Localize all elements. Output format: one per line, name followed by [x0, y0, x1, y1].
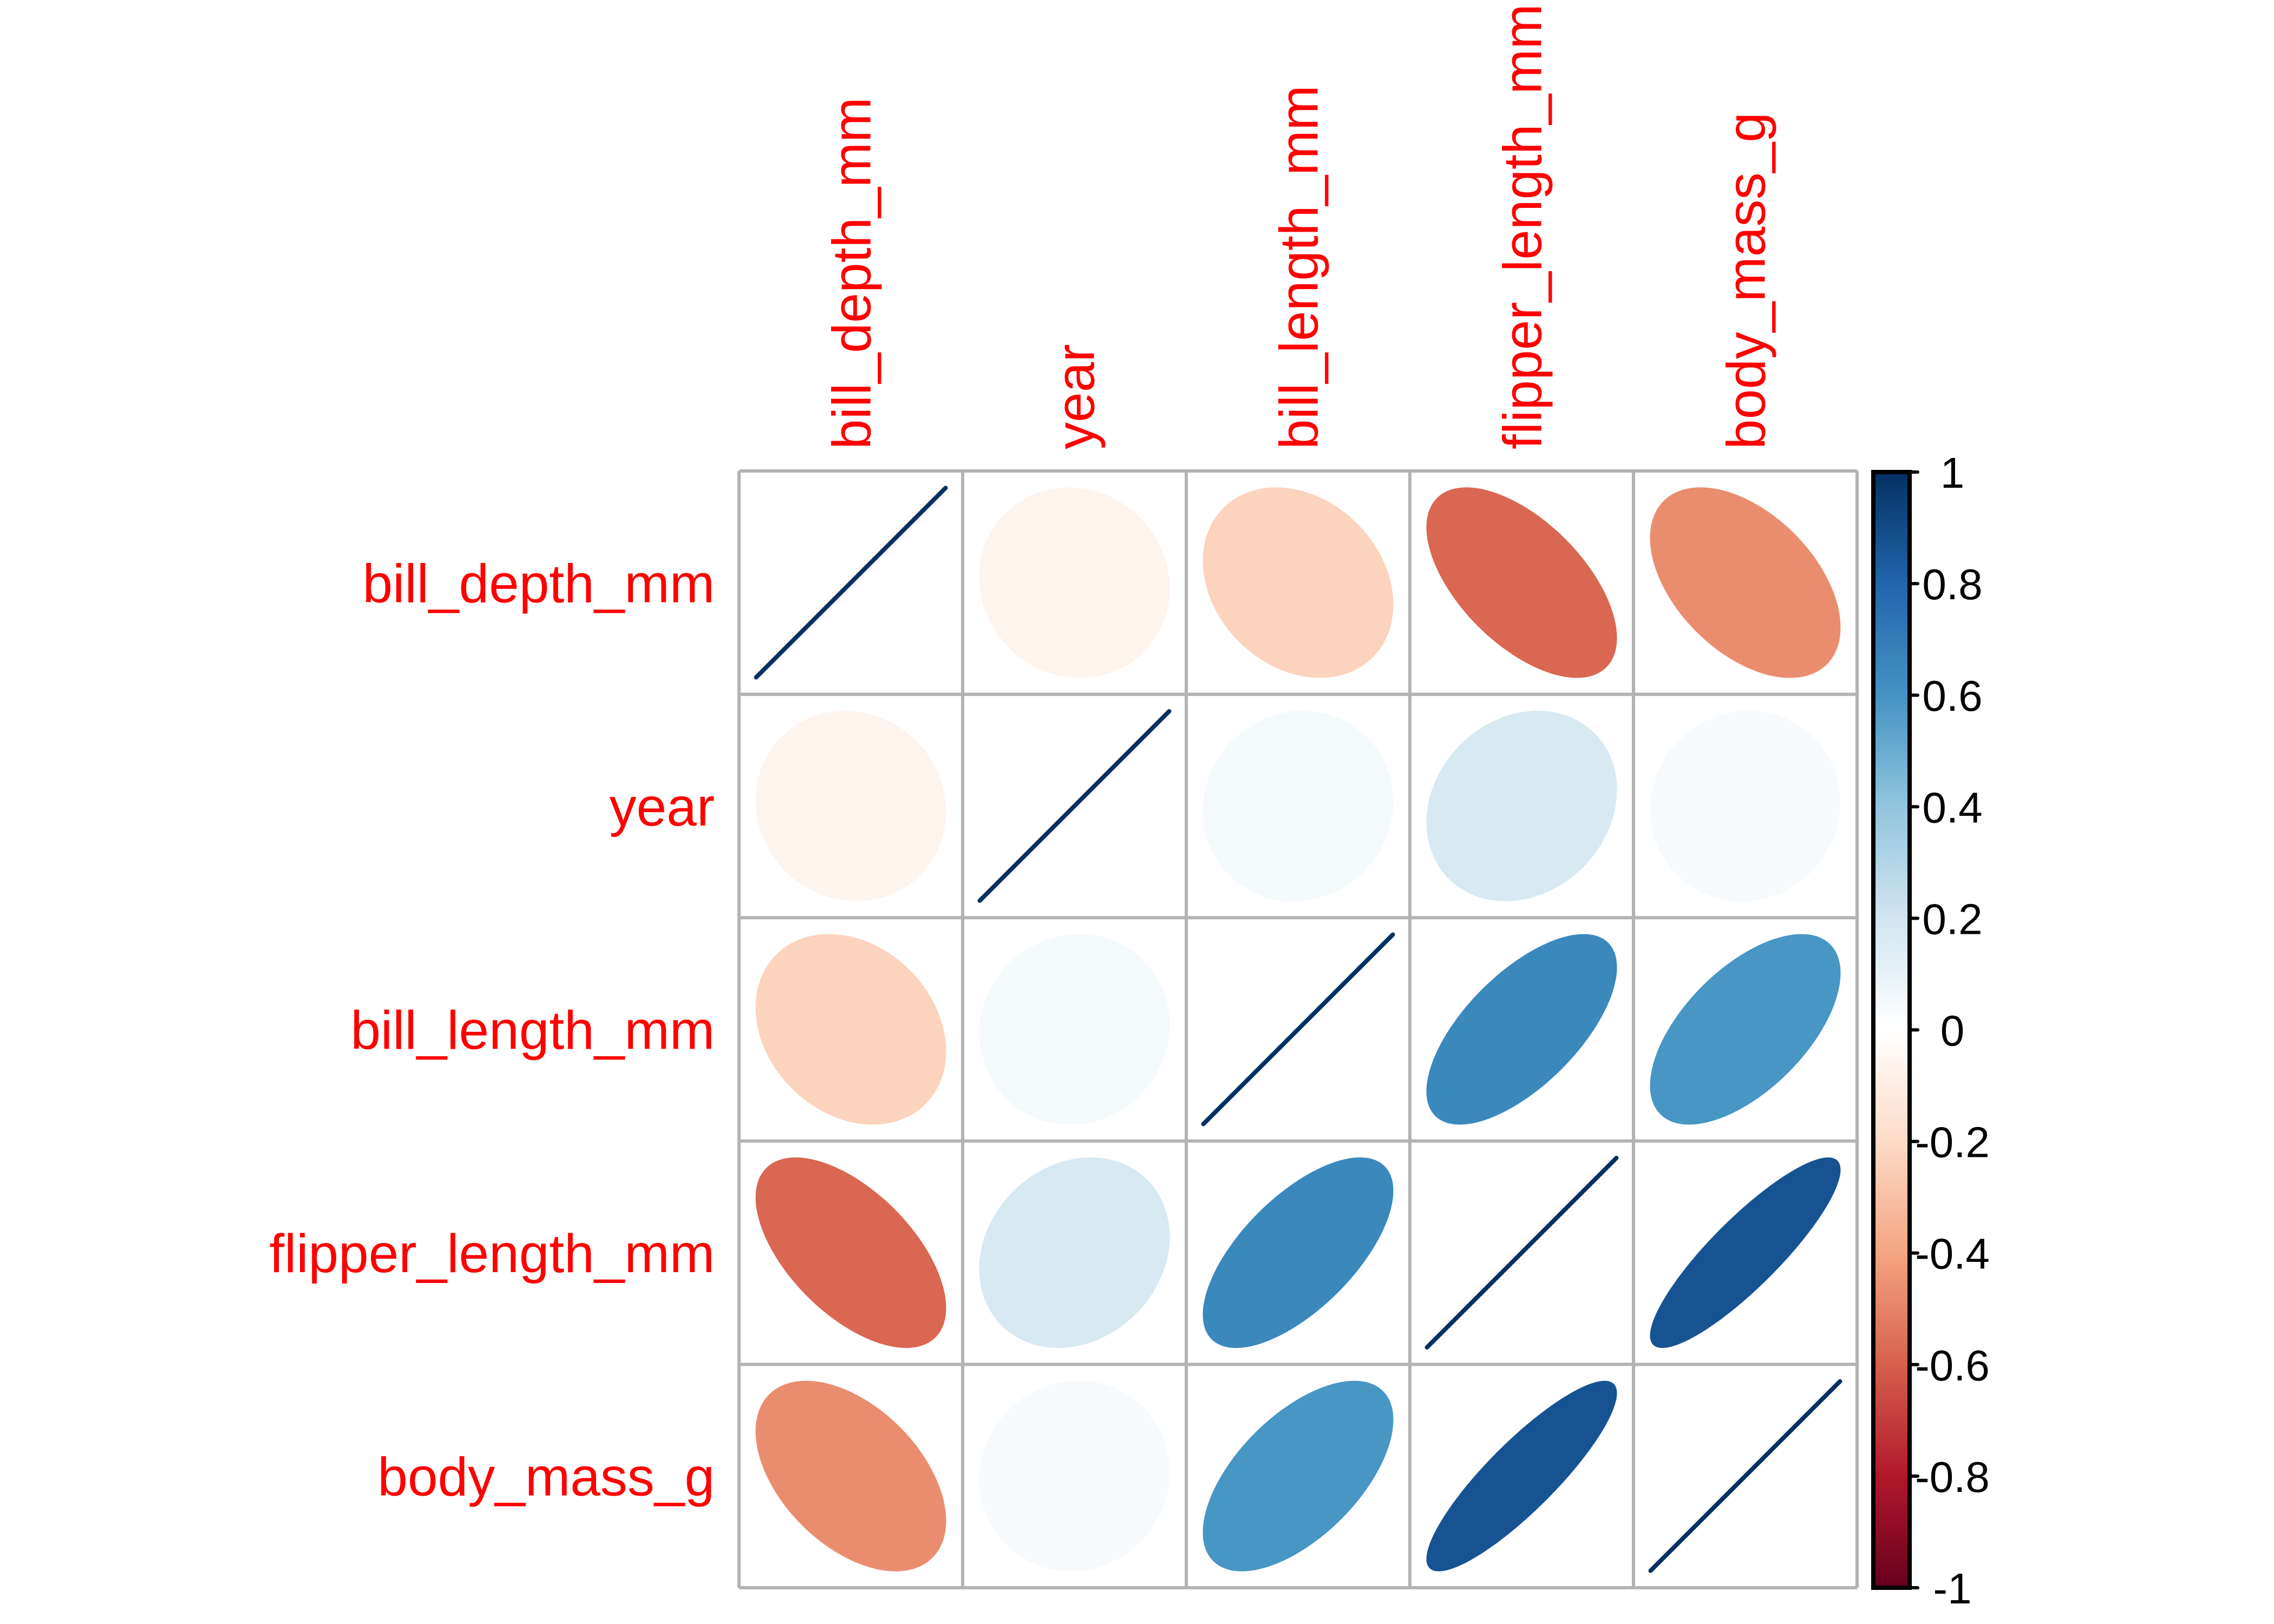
- correlation-cell: [754, 486, 948, 680]
- colorbar-tick-label: -1: [1933, 1564, 1971, 1613]
- correlation-ellipse: [1650, 934, 1841, 1125]
- correlation-cell: [1424, 1156, 1619, 1350]
- colorbar-tick-label: -0.4: [1915, 1230, 1990, 1278]
- correlation-ellipse: [1426, 1380, 1617, 1571]
- colorbar-tick-label: 0: [1940, 1007, 1965, 1055]
- colorbar-tick-label: -0.8: [1915, 1453, 1990, 1501]
- column-label: bill_depth_mm: [822, 97, 883, 449]
- correlation-ellipse: [755, 1380, 946, 1571]
- correlation-ellipse: [1650, 710, 1841, 901]
- colorbar-tick-label: 1: [1940, 449, 1965, 497]
- correlation-ellipse: [977, 709, 1172, 903]
- column-label: flipper_length_mm: [1493, 4, 1553, 449]
- correlation-ellipse: [1648, 1379, 1842, 1573]
- correlation-cell: [979, 487, 1170, 678]
- row-label: bill_length_mm: [350, 1000, 715, 1061]
- correlation-cell: [755, 1380, 946, 1571]
- correlation-ellipse: [979, 934, 1170, 1125]
- correlation-cell: [1426, 487, 1617, 678]
- correlation-cell: [1648, 1379, 1842, 1573]
- correlation-cell: [1201, 932, 1395, 1127]
- correlation-ellipse: [755, 710, 946, 901]
- correlation-cell: [755, 710, 946, 901]
- row-label: body_mass_g: [377, 1447, 715, 1508]
- colorbar-tick-label: 0.2: [1922, 895, 1982, 943]
- correlation-ellipse: [1650, 1157, 1841, 1348]
- correlation-ellipse: [1203, 711, 1394, 901]
- correlation-cell: [755, 1157, 946, 1348]
- correlation-cell: [1426, 1380, 1617, 1571]
- colorbar-tick-label: -0.2: [1915, 1118, 1990, 1167]
- row-label: flipper_length_mm: [269, 1223, 715, 1284]
- correlation-cell: [1650, 934, 1841, 1125]
- correlation-cell: [977, 709, 1172, 903]
- correlation-cell: [1426, 934, 1617, 1125]
- correlation-ellipse: [979, 1380, 1170, 1571]
- grid-lines: [737, 469, 1859, 1589]
- row-label: year: [609, 777, 715, 837]
- correlation-cell: [1650, 710, 1841, 901]
- correlation-ellipse: [1203, 487, 1394, 678]
- correlation-ellipse: [979, 1157, 1170, 1348]
- column-label: body_mass_g: [1716, 112, 1777, 449]
- correlation-cells: [754, 486, 1842, 1573]
- correlation-ellipse: [979, 487, 1170, 678]
- correlation-cell: [755, 934, 946, 1125]
- correlation-cell: [1203, 1157, 1394, 1348]
- correlation-cell: [979, 1157, 1170, 1348]
- correlation-ellipse: [1426, 934, 1617, 1125]
- correlation-cell: [979, 1380, 1170, 1571]
- correlation-cell: [1203, 1380, 1394, 1571]
- correlation-ellipse: [1203, 1157, 1394, 1348]
- colorbar-tick-label: 0.8: [1922, 560, 1982, 608]
- column-label: bill_length_mm: [1269, 85, 1330, 449]
- correlation-ellipse: [1426, 487, 1617, 678]
- correlation-ellipse: [1424, 1156, 1619, 1350]
- row-label: bill_depth_mm: [363, 553, 715, 614]
- colorbar-tick-label: 0.4: [1922, 783, 1982, 831]
- colorbar-gradient: [1871, 470, 1912, 1590]
- correlation-ellipse: [755, 1157, 946, 1348]
- correlation-cell: [1426, 710, 1617, 901]
- correlation-ellipse: [1426, 710, 1617, 901]
- colorbar-legend: 1 0.8 0.6 0.4 0.2 0 -0.2 -0.4 -0.6 -0.8 -1: [1871, 449, 1990, 1613]
- correlation-ellipse: [1201, 932, 1395, 1127]
- correlation-cell: [979, 934, 1170, 1125]
- correlation-cell: [1650, 487, 1841, 678]
- correlation-ellipse: [1203, 1380, 1394, 1571]
- correlation-cell: [1203, 711, 1394, 901]
- correlation-cell: [1650, 1157, 1841, 1348]
- correlation-ellipse: [755, 934, 946, 1125]
- colorbar-tick-label: 0.6: [1922, 672, 1982, 720]
- colorbar-tick-label: -0.6: [1915, 1341, 1990, 1390]
- correlation-ellipse: [1650, 487, 1841, 678]
- correlation-ellipse: [754, 486, 948, 680]
- colorbar-ticks: 1 0.8 0.6 0.4 0.2 0 -0.2 -0.4 -0.6 -0.8 -1: [1908, 449, 1990, 1613]
- column-label: year: [1045, 344, 1106, 449]
- correlation-cell: [1203, 487, 1394, 678]
